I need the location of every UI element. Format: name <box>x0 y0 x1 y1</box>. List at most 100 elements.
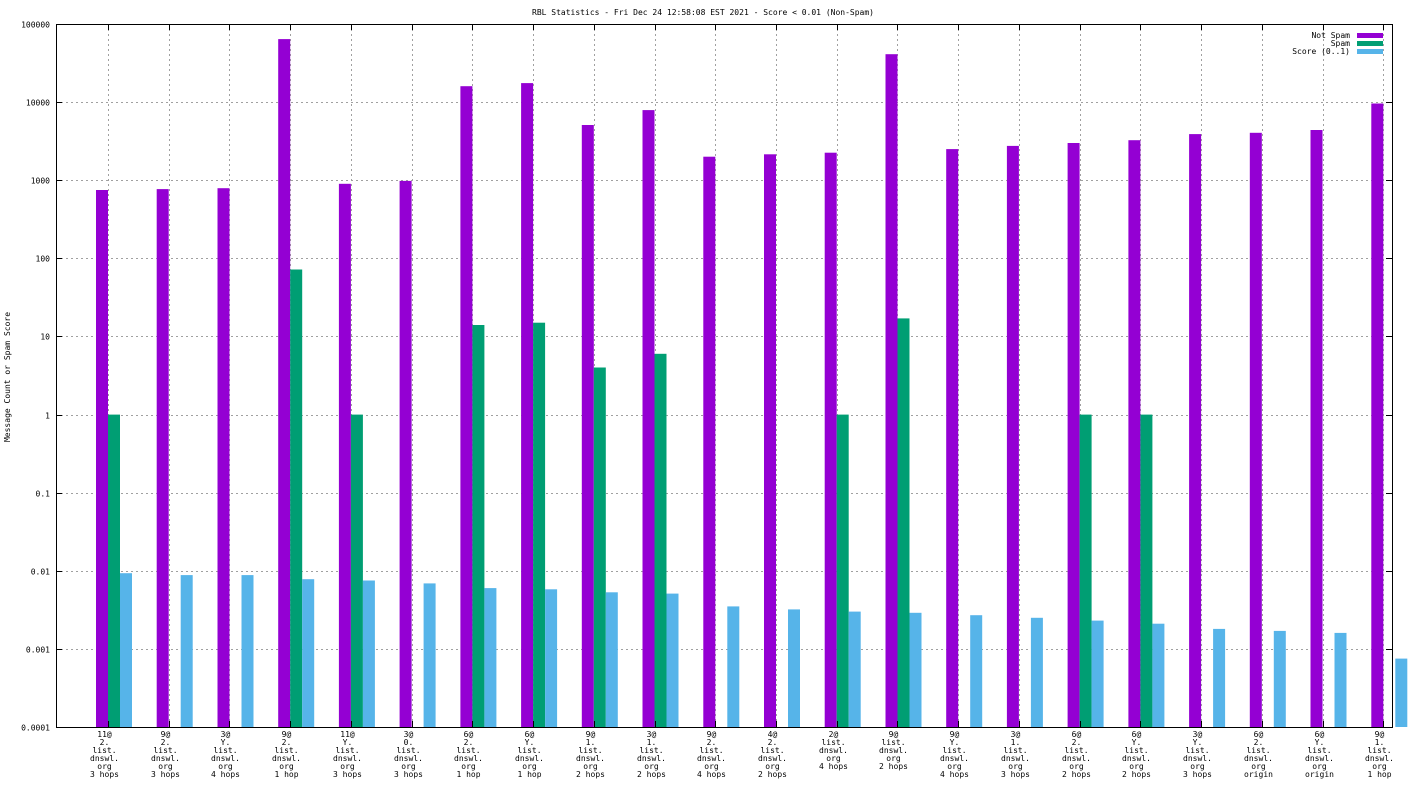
x-tick-label: 3@ Y. list. dnswl. org 4 hops <box>211 730 240 779</box>
x-tick-label-line: dnswl. <box>394 754 423 763</box>
x-tick-label: 9@ Y. list. dnswl. org 4 hops <box>940 730 969 779</box>
bar-not-spam <box>338 183 351 728</box>
bar-not-spam <box>156 189 169 728</box>
x-tick-label-line: dnswl. <box>1244 754 1273 763</box>
bar-not-spam <box>1128 140 1141 727</box>
x-tick-label-line: org <box>1312 762 1327 771</box>
bar-not-spam <box>1006 145 1019 727</box>
x-tick-label-line: list. <box>760 746 784 755</box>
y-tick-label: 10000 <box>26 99 50 108</box>
x-tick-label-line: list. <box>213 746 237 755</box>
legend-swatch <box>1357 41 1383 46</box>
y-tick-label: 0.1 <box>36 490 51 499</box>
x-tick-label-line: 6@ <box>525 730 535 739</box>
legend-label: Score (0..1) <box>1292 47 1350 56</box>
x-tick-label-line: dnswl. <box>515 754 544 763</box>
bar-not-spam <box>1189 134 1202 728</box>
x-tick-label-line: 2. <box>464 738 474 747</box>
x-tick-label-line: dnswl. <box>90 754 119 763</box>
x-tick-label-line: 3 hops <box>1001 770 1030 779</box>
x-tick-label-line: org <box>1129 762 1144 771</box>
x-tick-label-line: Y. <box>343 738 353 747</box>
x-tick-label-line: 1 hop <box>274 770 298 779</box>
x-tick-label-line: org <box>158 762 173 771</box>
bar-spam <box>472 325 485 727</box>
x-tick-label-line: org <box>1069 762 1084 771</box>
x-tick-label-line: dnswl. <box>1062 754 1091 763</box>
y-tick-label: 100 <box>36 255 51 264</box>
bar-not-spam <box>1067 143 1080 727</box>
x-tick-label-line: Y. <box>221 738 231 747</box>
y-axis-label: Message Count or Spam Score <box>3 312 12 442</box>
x-tick-label-line: list. <box>578 746 602 755</box>
x-tick-label-line: org <box>522 762 537 771</box>
x-tick-label-line: dnswl. <box>758 754 787 763</box>
x-tick-label-line: 9@ <box>707 730 717 739</box>
bar-not-spam <box>581 125 594 727</box>
x-tick-label-line: org <box>97 762 112 771</box>
x-tick-label-line: list. <box>92 746 116 755</box>
bar-score-0-1 <box>1334 632 1347 727</box>
x-tick-label-line: dnswl. <box>879 746 908 755</box>
bar-score-0-1 <box>1152 623 1165 727</box>
x-tick-label-line: list. <box>639 746 663 755</box>
bar-spam <box>533 322 546 727</box>
bar-not-spam <box>642 110 655 728</box>
bar-score-0-1 <box>788 609 800 727</box>
bar-score-0-1 <box>241 575 254 727</box>
x-tick-label-line: list. <box>274 746 298 755</box>
bar-not-spam <box>824 152 837 727</box>
x-tick-label-line: 2 hops <box>637 770 666 779</box>
x-tick-label-line: list. <box>335 746 359 755</box>
x-tick-label-line: 4 hops <box>940 770 969 779</box>
x-tick-label-line: org <box>644 762 659 771</box>
x-tick-label-line: Y. <box>525 738 535 747</box>
x-tick-label-line: dnswl. <box>211 754 240 763</box>
bar-spam <box>108 414 120 727</box>
x-tick-label-line: dnswl. <box>151 754 180 763</box>
x-tick-label-line: 2 hops <box>758 770 787 779</box>
x-tick-label-line: org <box>826 754 841 763</box>
y-tick-label: 100000 <box>21 21 50 30</box>
x-tick-label-line: org <box>461 762 476 771</box>
x-tick-label-line: 6@ <box>1072 730 1082 739</box>
x-tick-label-line: 2 hops <box>576 770 605 779</box>
x-tick-label-line: org <box>583 762 598 771</box>
x-tick-label-line: list. <box>699 746 723 755</box>
x-tick-label-line: 2. <box>161 738 171 747</box>
x-tick-label: 3@ 0. list. dnswl. org 3 hops <box>394 730 423 779</box>
x-tick-label-line: Y. <box>950 738 960 747</box>
x-tick-label-line: 6@ <box>1254 730 1264 739</box>
x-tick-label-line: 2@ <box>829 730 839 739</box>
chart-title: RBL Statistics - Fri Dec 24 12:58:08 EST… <box>532 8 874 17</box>
x-tick-label-line: 2. <box>1072 738 1082 747</box>
x-tick-label-line: 9@ <box>282 730 292 739</box>
x-tick-label: 9@ 1. list. dnswl. org 1 hop <box>1365 730 1394 779</box>
x-tick-label-line: 1 hop <box>517 770 541 779</box>
x-tick-label-line: 3@ <box>647 730 657 739</box>
x-tick-label-line: 1 hop <box>456 770 480 779</box>
legend-swatch <box>1357 49 1383 54</box>
x-tick-label-line: 1. <box>1011 738 1021 747</box>
x-tick-label-line: 2 hops <box>1062 770 1091 779</box>
x-tick-label-line: list. <box>881 738 905 747</box>
y-tick-label: 1 <box>45 412 50 421</box>
bar-score-0-1 <box>1213 628 1226 727</box>
x-tick-label-line: dnswl. <box>272 754 301 763</box>
x-tick-label-line: list. <box>1124 746 1148 755</box>
x-tick-label-line: dnswl. <box>940 754 969 763</box>
x-tick-label-line: 3@ <box>404 730 414 739</box>
x-tick-label: 11@ 2. list. dnswl. org 3 hops <box>90 730 119 779</box>
x-tick-label-line: org <box>886 754 901 763</box>
x-tick-label: 6@ Y. list. dnswl. org 2 hops <box>1122 730 1151 779</box>
x-tick-label-line: list. <box>517 746 541 755</box>
bar-score-0-1 <box>545 589 558 727</box>
x-tick-label: 6@ 2. list. dnswl. org 1 hop <box>454 730 483 779</box>
x-tick-label-line: 3 hops <box>394 770 423 779</box>
x-tick-label: 9@ 2. list. dnswl. org 4 hops <box>697 730 726 779</box>
x-tick-label: 6@ 2. list. dnswl. org origin <box>1244 730 1273 779</box>
x-tick-label-line: dnswl. <box>333 754 362 763</box>
x-tick-label: 4@ 2. list. dnswl. org 2 hops <box>758 730 787 779</box>
x-tick-label-line: 4 hops <box>819 762 848 771</box>
